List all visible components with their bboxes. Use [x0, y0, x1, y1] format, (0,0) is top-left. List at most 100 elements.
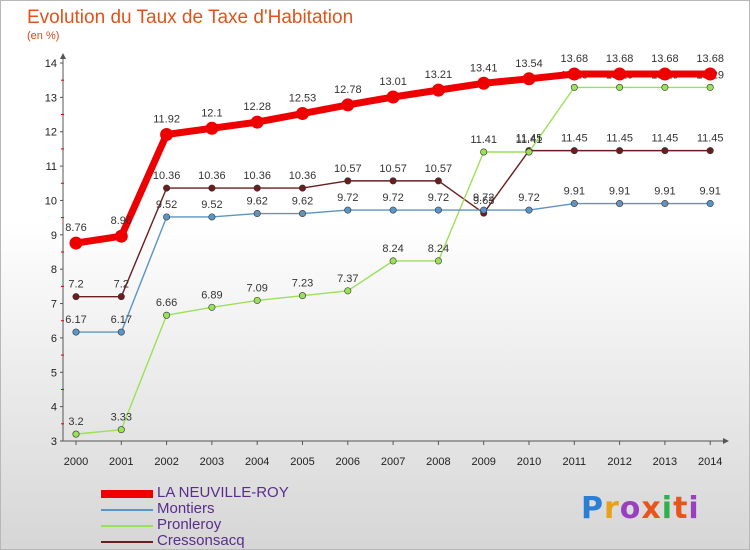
data-point-la-neuville-roy — [522, 72, 536, 86]
chart-subtitle: (en %) — [27, 30, 60, 42]
data-label-la-neuville-roy: 13.54 — [515, 58, 543, 70]
data-label-cressonsacq: 7.2 — [68, 279, 83, 291]
x-tick-label: 2012 — [607, 456, 631, 468]
data-label-cressonsacq: 10.57 — [379, 163, 407, 175]
y-axis-arrow — [60, 53, 66, 59]
data-point-montiers — [298, 210, 306, 218]
data-label-cressonsacq: 10.36 — [289, 170, 317, 182]
x-tick-label: 2005 — [290, 456, 314, 468]
logo-letter: t — [673, 491, 689, 526]
data-label-pronleroy: 11.41 — [470, 134, 497, 146]
data-point-montiers — [344, 206, 352, 214]
data-point-cressonsacq — [389, 177, 397, 185]
data-point-cressonsacq — [706, 147, 714, 155]
legend-label: LA NEUVILLE-ROY — [157, 484, 289, 501]
data-point-montiers — [706, 200, 714, 208]
data-label-montiers: 9.91 — [564, 186, 585, 198]
data-point-cressonsacq — [298, 184, 306, 192]
data-point-pronleroy — [389, 257, 397, 265]
x-tick-label: 2002 — [154, 456, 178, 468]
data-point-montiers — [163, 213, 171, 221]
y-tick-label: 5 — [51, 367, 57, 379]
x-tick-label: 2014 — [698, 456, 722, 468]
data-label-montiers: 9.72 — [382, 192, 403, 204]
data-label-pronleroy: 6.89 — [201, 289, 222, 301]
x-tick-label: 2001 — [109, 456, 133, 468]
data-label-pronleroy: 3.2 — [68, 416, 83, 428]
data-label-montiers: 9.91 — [609, 186, 630, 198]
data-point-la-neuville-roy — [205, 121, 219, 135]
proxiti-logo: Proxiti — [581, 491, 700, 526]
data-point-cressonsacq — [72, 293, 80, 301]
x-tick-label: 2007 — [381, 456, 405, 468]
chart-title: Evolution du Taux de Taxe d'Habitation — [27, 7, 354, 28]
data-label-pronleroy: 11.41 — [516, 134, 543, 146]
data-point-montiers — [72, 328, 80, 336]
data-point-pronleroy — [616, 83, 624, 91]
data-point-la-neuville-roy — [296, 107, 309, 121]
logo-letter: i — [688, 491, 700, 526]
legend-label: Cressonsacq — [157, 532, 245, 549]
data-label-cressonsacq: 11.45 — [561, 133, 588, 145]
data-label-la-neuville-roy: 12.1 — [201, 107, 222, 119]
data-point-cressonsacq — [661, 147, 669, 155]
logo-letter: o — [619, 491, 642, 526]
x-tick-label: 2013 — [653, 456, 677, 468]
legend: LA NEUVILLE-ROY Montiers Pronleroy Cressons… — [101, 484, 361, 550]
data-point-pronleroy — [344, 287, 352, 295]
data-point-la-neuville-roy — [160, 127, 174, 141]
data-point-la-neuville-roy — [477, 76, 491, 90]
data-label-la-neuville-roy: 13.01 — [379, 76, 407, 88]
data-label-la-neuville-roy: 11.92 — [153, 113, 180, 125]
data-point-montiers — [661, 200, 669, 208]
y-tick-label: 13 — [45, 92, 57, 104]
data-label-montiers: 9.62 — [292, 196, 313, 208]
data-label-la-neuville-roy: 12.53 — [289, 93, 317, 105]
data-point-cressonsacq — [570, 147, 578, 155]
data-label-la-neuville-roy: 13.68 — [696, 53, 724, 65]
logo-letter: P — [581, 491, 604, 526]
data-label-pronleroy: 7.37 — [337, 273, 358, 285]
legend-swatch — [101, 525, 153, 527]
legend-swatch — [101, 509, 153, 511]
data-point-pronleroy — [706, 83, 714, 91]
x-tick-label: 2008 — [426, 456, 450, 468]
legend-label: Montiers — [157, 500, 215, 517]
data-point-cressonsacq — [344, 177, 352, 185]
data-point-la-neuville-roy — [250, 115, 264, 129]
data-label-cressonsacq: 10.36 — [198, 170, 226, 182]
data-label-montiers: 6.17 — [111, 314, 132, 326]
x-axis-arrow — [723, 438, 729, 444]
data-point-montiers — [480, 206, 488, 214]
y-tick-label: 9 — [51, 230, 57, 242]
y-tick-label: 8 — [51, 264, 57, 276]
data-label-montiers: 9.62 — [246, 196, 267, 208]
y-tick-label: 14 — [45, 58, 57, 70]
data-label-montiers: 9.91 — [699, 186, 720, 198]
data-point-pronleroy — [72, 430, 80, 438]
data-point-pronleroy — [525, 148, 533, 156]
logo-letter: i — [661, 491, 674, 526]
data-point-pronleroy — [661, 83, 669, 91]
data-point-pronleroy — [253, 296, 261, 304]
data-point-montiers — [525, 206, 533, 214]
data-point-montiers — [253, 210, 261, 218]
data-label-pronleroy: 3.33 — [111, 412, 132, 424]
legend-item-cressonsacq: Cressonsacq — [101, 532, 361, 549]
data-label-la-neuville-roy: 13.41 — [470, 62, 498, 74]
data-label-pronleroy: 8.24 — [428, 243, 449, 255]
data-point-cressonsacq — [163, 184, 171, 192]
data-point-cressonsacq — [208, 184, 216, 192]
data-label-la-neuville-roy: 12.78 — [334, 84, 362, 96]
data-point-cressonsacq — [434, 177, 442, 185]
data-point-cressonsacq — [117, 293, 125, 301]
data-point-montiers — [389, 206, 397, 214]
data-point-pronleroy — [117, 426, 125, 434]
x-tick-label: 2003 — [200, 456, 224, 468]
data-point-pronleroy — [298, 292, 306, 300]
data-point-la-neuville-roy — [69, 236, 83, 250]
y-tick-label: 4 — [51, 402, 57, 414]
data-label-montiers: 9.72 — [337, 192, 358, 204]
y-tick-label: 3 — [51, 436, 57, 448]
